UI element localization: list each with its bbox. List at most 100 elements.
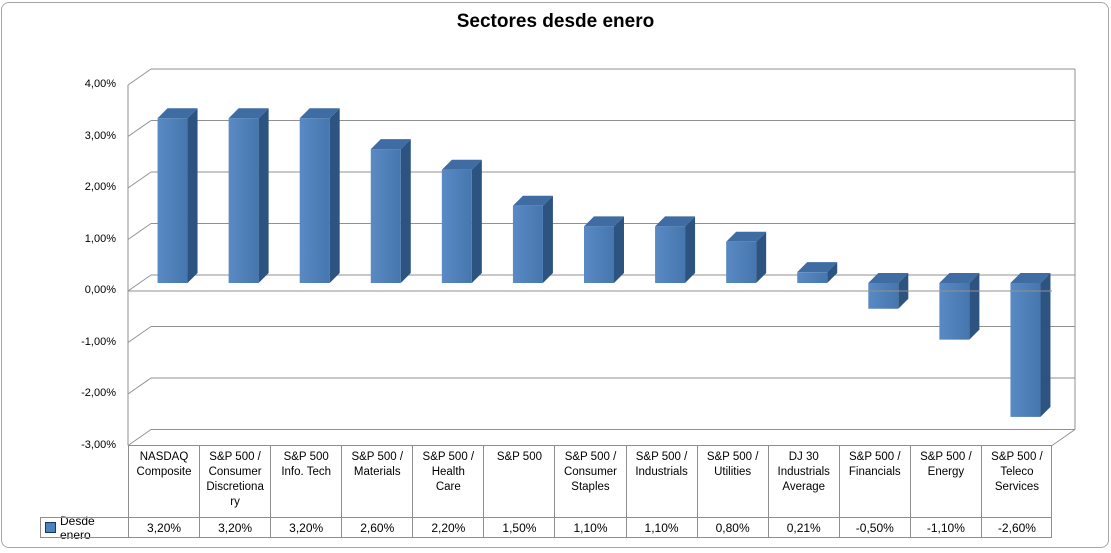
bar-front-face xyxy=(868,283,899,309)
value-cell: 0,80% xyxy=(696,518,768,537)
category-cell: S&P 500 / Industrials xyxy=(625,445,697,517)
bar-side-face xyxy=(827,262,838,283)
category-cell: S&P 500 / Consumer Staples xyxy=(554,445,625,517)
bar-top-face xyxy=(299,108,340,119)
value-cell: 3,20% xyxy=(199,518,270,537)
category-cell: S&P 500 Info. Tech xyxy=(270,445,341,517)
y-axis-label: 3,00% xyxy=(84,129,116,142)
bar-front-face xyxy=(1010,283,1041,417)
category-cell: S&P 500 / Energy xyxy=(909,445,981,517)
gridline-depth-tick xyxy=(127,326,152,343)
bar[interactable] xyxy=(157,108,198,283)
bar-top-face xyxy=(939,273,980,283)
chart-title: Sectores desde enero xyxy=(456,11,655,32)
bar-front-face xyxy=(939,283,970,340)
value-cell: 2,60% xyxy=(341,518,412,537)
value-cell: 1,10% xyxy=(625,518,697,537)
bar-side-face xyxy=(542,195,553,283)
value-cell: 3,20% xyxy=(128,518,199,537)
bar-front-face xyxy=(441,169,472,283)
bar-top-face xyxy=(1010,273,1051,283)
table-right-border xyxy=(1051,445,1052,538)
bar-side-face xyxy=(471,159,482,283)
bar-front-face xyxy=(726,241,757,283)
bar-front-face xyxy=(584,226,614,283)
floor-right-depth-edge xyxy=(1051,429,1076,446)
value-cell: -2,60% xyxy=(980,518,1052,537)
bar-side-face xyxy=(1040,273,1051,417)
bar-side-face xyxy=(685,216,696,283)
bar-top-face xyxy=(868,273,909,283)
bar-top-face xyxy=(584,216,624,227)
gridline-depth-tick xyxy=(127,429,152,446)
bar-front-face xyxy=(655,226,686,283)
bar-front-face xyxy=(512,205,543,283)
value-cell: 2,20% xyxy=(412,518,483,537)
category-cell: S&P 500 / Teleco Services xyxy=(980,445,1052,517)
bar-top-face xyxy=(512,195,553,206)
category-cell: S&P 500 xyxy=(483,445,554,517)
bar[interactable] xyxy=(370,139,411,283)
bar[interactable] xyxy=(299,108,340,283)
category-cell: S&P 500 / Consumer Discretiona ry xyxy=(199,445,270,517)
y-axis-label: -1,00% xyxy=(81,335,116,348)
bar[interactable] xyxy=(512,195,553,283)
bar-top-face xyxy=(797,262,838,273)
bar[interactable] xyxy=(797,262,838,283)
category-cell: S&P 500 / Financials xyxy=(838,445,910,517)
value-cell: -0,50% xyxy=(838,518,910,537)
gridline-depth-tick xyxy=(127,274,152,292)
bar-front-face xyxy=(157,118,188,283)
bar[interactable] xyxy=(1010,273,1051,417)
category-cell: DJ 30 Industrials Average xyxy=(767,445,839,517)
bar-side-face xyxy=(329,108,340,283)
bar[interactable] xyxy=(228,108,269,283)
bar-front-face xyxy=(228,118,259,283)
bar[interactable] xyxy=(655,216,696,283)
bar[interactable] xyxy=(441,159,482,283)
y-axis-label: -2,00% xyxy=(81,387,116,399)
bar-top-face xyxy=(441,159,482,170)
value-cell: 1,50% xyxy=(483,518,554,537)
value-cell: 0,21% xyxy=(767,518,839,537)
bar-side-face xyxy=(258,108,269,283)
gridline-depth-tick xyxy=(127,223,152,240)
bar-front-face xyxy=(370,149,401,283)
bar-side-face xyxy=(969,273,980,340)
category-cell: S&P 500 / Health Care xyxy=(412,445,483,517)
bar-side-face xyxy=(756,231,767,283)
bar-side-face xyxy=(614,216,624,283)
legend-key[interactable]: Desde enero xyxy=(40,514,128,542)
category-cell: NASDAQ Composite xyxy=(128,445,199,517)
value-cell: 1,10% xyxy=(554,518,625,537)
y-axis-label: 4,00% xyxy=(84,78,116,90)
bar-top-face xyxy=(228,108,269,119)
bar-top-face xyxy=(370,139,411,150)
gridline-depth-tick xyxy=(127,171,152,189)
y-axis-label: 2,00% xyxy=(84,181,116,193)
bar-top-face xyxy=(726,231,767,242)
bar[interactable] xyxy=(726,231,767,283)
bar-side-face xyxy=(187,108,198,283)
category-cell: S&P 500 / Materials xyxy=(341,445,412,517)
series-color-swatch xyxy=(45,522,56,533)
bar[interactable] xyxy=(939,273,980,340)
y-axis-label: -3,00% xyxy=(81,438,116,451)
category-cell: S&P 500 / Utilities xyxy=(696,445,768,517)
bar[interactable] xyxy=(584,216,624,283)
gridline-depth-tick xyxy=(127,120,152,137)
table-row-divider xyxy=(40,517,1052,518)
table-bottom-border xyxy=(40,537,1052,538)
gridline-depth-tick xyxy=(127,377,152,395)
bar-front-face xyxy=(797,272,828,283)
y-axis-label: 0,00% xyxy=(84,284,116,296)
bar-top-face xyxy=(157,108,198,119)
bar-front-face xyxy=(299,118,330,283)
y-axis-label: 1,00% xyxy=(84,232,116,245)
gridline-depth-tick xyxy=(127,68,152,86)
bar-top-face xyxy=(655,216,696,227)
bar-side-face xyxy=(400,139,411,283)
value-cell: 3,20% xyxy=(270,518,341,537)
value-cell: -1,10% xyxy=(909,518,981,537)
